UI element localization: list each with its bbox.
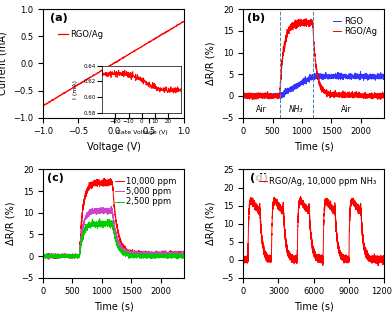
RGO [305,77,310,80]
RGO [358,70,363,73]
2,500 ppm [52,255,56,259]
X-axis label: Time (s): Time (s) [294,302,334,312]
10,000 ppm [182,252,187,256]
RGO [382,73,387,77]
5,000 ppm [182,252,187,256]
2,500 ppm [182,253,187,257]
5,000 ppm [52,254,56,258]
10,000 ppm [56,253,61,257]
5,000 ppm [56,253,61,257]
Legend: 10,000 ppm, 5,000 ppm, 2,500 ppm: 10,000 ppm, 5,000 ppm, 2,500 ppm [112,174,180,210]
RGO/Ag [241,94,245,97]
Y-axis label: Current (mA): Current (mA) [0,32,8,95]
RGO [256,93,261,97]
5,000 ppm [105,210,109,214]
RGO/Ag [245,95,249,99]
Text: Air: Air [256,105,266,115]
X-axis label: Time (s): Time (s) [294,142,334,152]
2,500 ppm [174,257,179,261]
5,000 ppm [160,253,165,257]
5,000 ppm [109,205,114,208]
10,000 ppm [52,253,56,256]
RGO/Ag [250,98,255,102]
Line: 10,000 ppm: 10,000 ppm [43,178,184,259]
5,000 ppm [45,253,49,256]
Y-axis label: ΔR/R (%): ΔR/R (%) [206,42,216,85]
Line: RGO: RGO [243,71,384,99]
2,500 ppm [45,253,49,257]
10,000 ppm [45,254,49,257]
RGO/Ag [360,95,365,98]
2,500 ppm [97,217,102,221]
2,500 ppm [160,253,165,257]
RGO/Ag [382,93,387,97]
RGO/Ag [256,93,261,96]
Line: RGO/Ag: RGO/Ag [243,19,384,100]
Text: (a): (a) [50,12,68,22]
RGO/Ag [303,17,308,21]
RGO/Ag [260,95,265,99]
10,000 ppm [41,254,45,258]
X-axis label: Time (s): Time (s) [94,302,133,312]
10,000 ppm [105,181,109,185]
5,000 ppm [60,254,65,258]
5,000 ppm [47,257,51,261]
Legend: RGO/Ag, 10,000 ppm NH₃: RGO/Ag, 10,000 ppm NH₃ [255,174,380,189]
2,500 ppm [56,253,61,256]
RGO [260,95,265,99]
10,000 ppm [102,176,107,180]
2,500 ppm [41,253,45,256]
Y-axis label: ΔR/R (%): ΔR/R (%) [5,202,16,245]
Y-axis label: ΔR/R (%): ΔR/R (%) [206,202,216,245]
2,500 ppm [105,221,109,225]
Text: (b): (b) [247,12,266,22]
10,000 ppm [53,257,58,261]
Text: Air: Air [341,105,351,115]
10,000 ppm [60,255,65,258]
RGO [245,95,249,99]
RGO [241,94,245,97]
Line: 5,000 ppm: 5,000 ppm [43,207,184,259]
Legend: RGO, RGO/Ag: RGO, RGO/Ag [330,13,380,39]
RGO/Ag [252,92,256,96]
RGO [253,97,258,101]
RGO [360,73,365,77]
X-axis label: Voltage (V): Voltage (V) [87,142,140,152]
2,500 ppm [60,253,65,257]
Text: NH₃: NH₃ [289,105,303,115]
RGO/Ag [305,19,310,23]
Text: (c): (c) [47,173,64,183]
Legend: RGO/Ag: RGO/Ag [54,27,107,42]
Line: 2,500 ppm: 2,500 ppm [43,219,184,259]
Text: (d): (d) [250,173,269,183]
RGO [252,94,256,97]
5,000 ppm [41,256,45,260]
10,000 ppm [160,252,165,256]
